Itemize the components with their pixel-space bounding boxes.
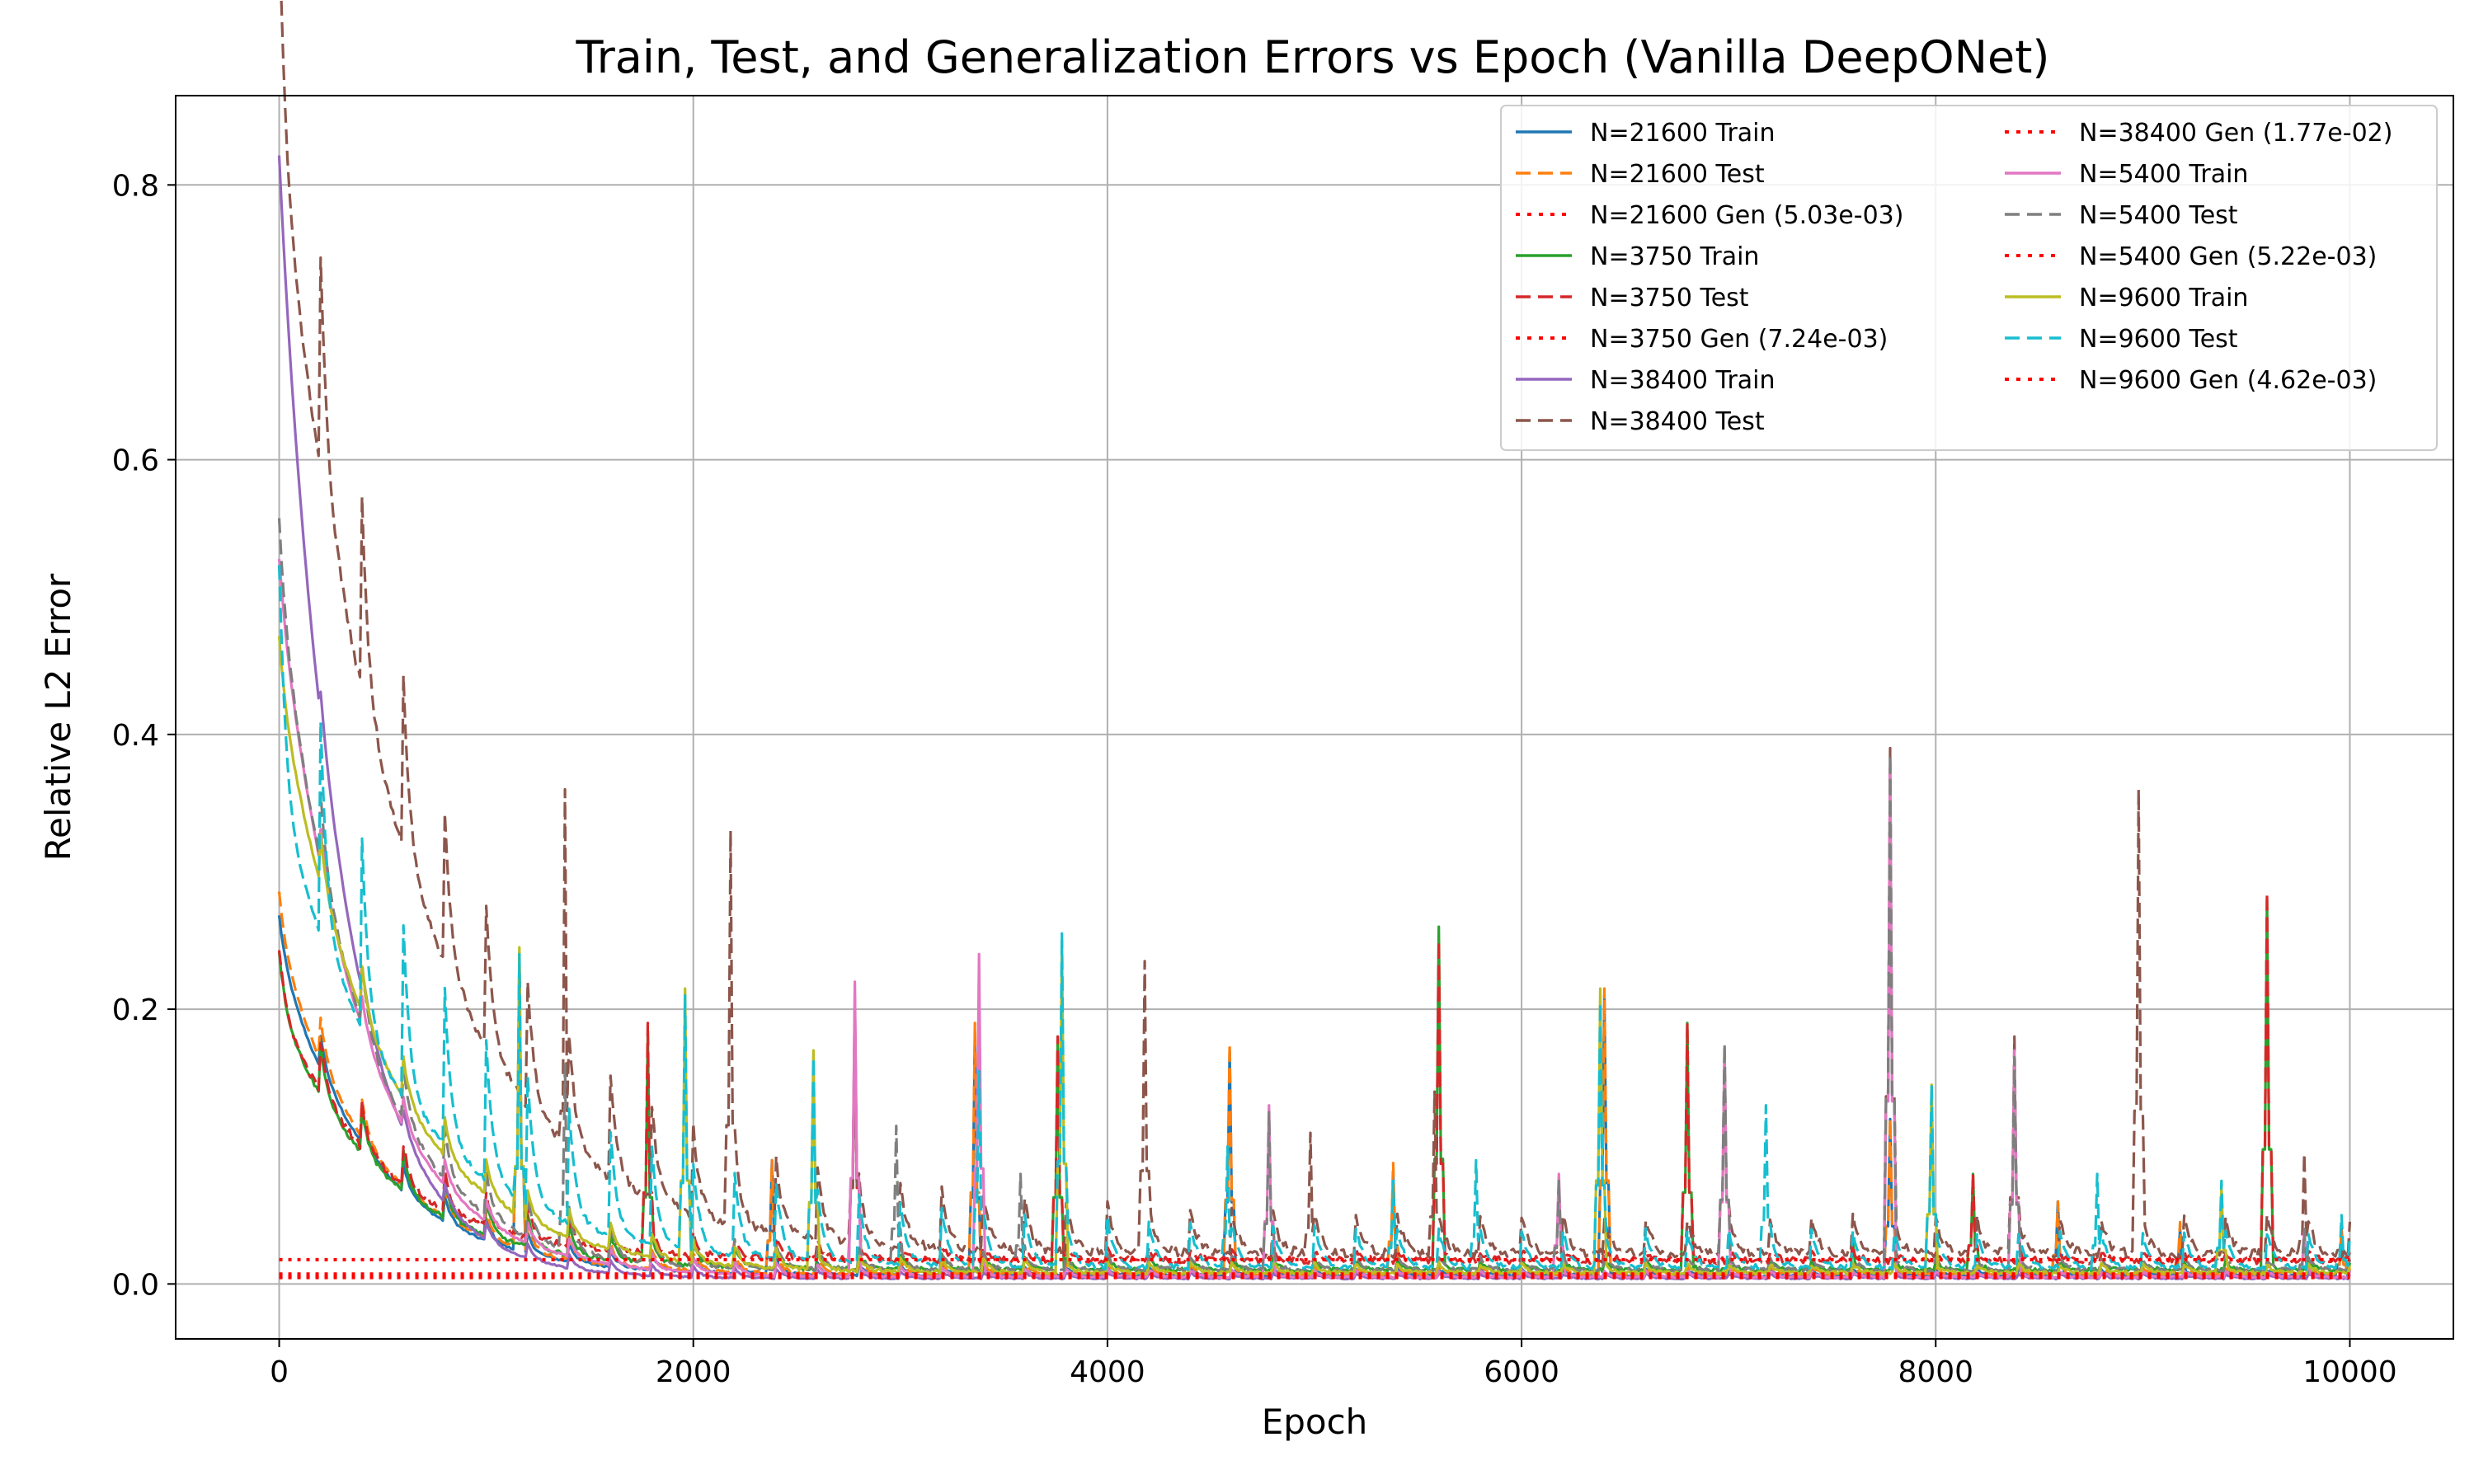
series-line-test (277, 565, 2352, 1271)
legend-label: N=5400 Train (2079, 160, 2248, 189)
y-tick-label: 0.6 (112, 444, 159, 478)
x-tick-label: 8000 (1898, 1355, 1973, 1389)
legend-label: N=9600 Test (2079, 325, 2238, 354)
y-tick-label: 0.4 (112, 719, 159, 753)
plot-area-frame (175, 95, 2454, 1340)
chart-title: Train, Test, and Generalization Errors v… (576, 31, 2050, 83)
plot-lines (277, 0, 2352, 1281)
legend-label: N=9600 Gen (4.62e-03) (2079, 366, 2377, 395)
legend-label: N=3750 Train (1590, 242, 1759, 271)
legend-label: N=3750 Gen (7.24e-03) (1590, 325, 1888, 354)
y-axis-label: Relative L2 Error (38, 573, 78, 861)
legend-label: N=5400 Test (2079, 201, 2238, 230)
legend-label: N=21600 Train (1590, 119, 1776, 148)
legend-label: N=38400 Test (1590, 407, 1765, 436)
y-tick-label: 0.8 (112, 169, 159, 203)
y-tick-label: 0.2 (112, 993, 159, 1027)
legend-label: N=21600 Test (1590, 160, 1765, 189)
legend-label: N=38400 Gen (1.77e-02) (2079, 119, 2392, 148)
legend-label: N=38400 Train (1590, 366, 1776, 395)
legend-label: N=21600 Gen (5.03e-03) (1590, 201, 1903, 230)
x-tick-label: 10000 (2302, 1355, 2397, 1389)
legend-label: N=5400 Gen (5.22e-03) (2079, 242, 2377, 271)
x-tick-label: 2000 (656, 1355, 731, 1389)
legend-label: N=3750 Test (1590, 284, 1749, 312)
legend-box (1500, 105, 2438, 451)
legend: N=21600 Train N=21600 Test N=21600 Gen (5.… (1500, 105, 2438, 451)
legend-label: N=9600 Train (2079, 284, 2248, 312)
x-tick-label: 0 (270, 1355, 289, 1389)
x-tick-label: 6000 (1484, 1355, 1559, 1389)
axis-ticks: 0 2000 4000 6000 8000 10000 0.0 0.2 0.4 0.6 0.8 (112, 169, 2397, 1389)
x-tick-label: 4000 (1070, 1355, 1145, 1389)
x-axis-label: Epoch (1262, 1402, 1368, 1442)
y-tick-label: 0.0 (112, 1268, 159, 1302)
